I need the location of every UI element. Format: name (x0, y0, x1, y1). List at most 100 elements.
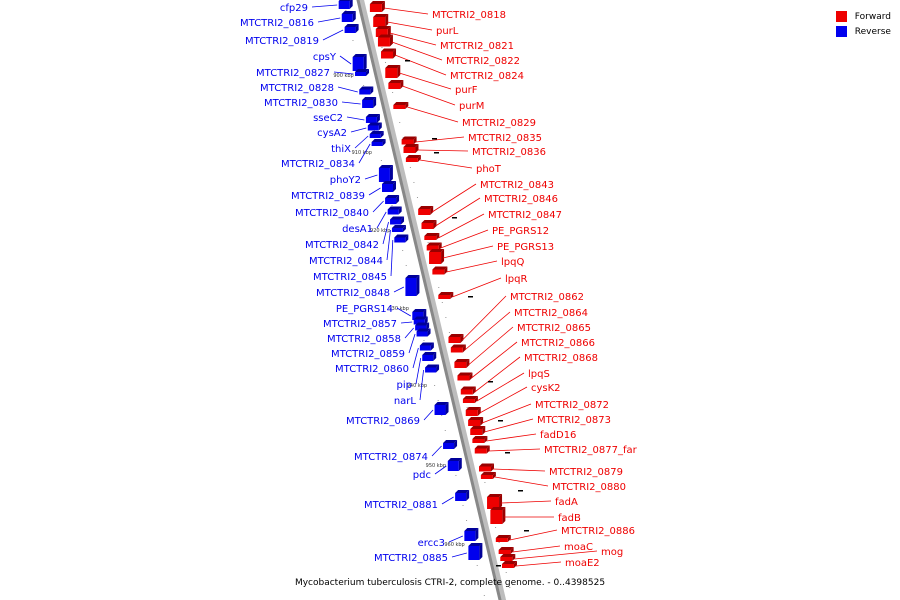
forward-gene-block (426, 242, 442, 251)
forward-gene-label: MTCTRI2_0846 (484, 194, 558, 205)
reverse-gene-block (425, 364, 440, 373)
forward-gene-label: MTCTRI2_0872 (535, 400, 609, 411)
reverse-gene-block (464, 528, 479, 541)
reverse-gene-label: MTCTRI2_0848 (316, 288, 390, 299)
reverse-gene-label: MTCTRI2_0827 (256, 68, 330, 79)
forward-gene-label: purF (455, 85, 478, 96)
reverse-gene-label: MTCTRI2_0885 (374, 553, 448, 564)
forward-gene-block (373, 14, 389, 27)
reverse-gene-block (455, 490, 470, 501)
forward-gene-block (460, 386, 476, 395)
forward-gene-label: MTCTRI2_0818 (432, 10, 506, 21)
forward-gene-label: MTCTRI2_0835 (468, 133, 542, 144)
reverse-gene-label: MTCTRI2_0859 (331, 349, 405, 360)
reverse-gene-label: phoY2 (330, 175, 361, 186)
reverse-swatch-icon (835, 26, 847, 37)
forward-gene-block (500, 554, 516, 561)
reverse-gene-block (362, 97, 377, 108)
reverse-gene-block (434, 402, 449, 415)
forward-gene-block (470, 426, 486, 435)
reverse-gene-label: narL (394, 396, 417, 407)
forward-gene-label: MTCTRI2_0864 (514, 308, 588, 319)
forward-gene-label: phoT (476, 164, 502, 175)
forward-gene-label: mog (601, 547, 623, 558)
forward-gene-label: fadB (558, 513, 581, 524)
reverse-gene-label: ercc3 (418, 538, 445, 549)
reverse-gene-block (419, 342, 434, 351)
forward-gene-block (480, 472, 496, 479)
reverse-gene-block (369, 131, 384, 138)
forward-gene-block (454, 359, 470, 368)
forward-gene-block (429, 249, 445, 264)
reverse-gene-label: MTCTRI2_0844 (309, 256, 383, 267)
forward-gene-block (369, 1, 385, 12)
forward-gene-label: MTCTRI2_0880 (552, 482, 626, 493)
reverse-gene-label: sseC2 (313, 113, 343, 124)
reverse-gene-label: pip (397, 380, 412, 391)
forward-gene-block (418, 206, 434, 215)
map-caption: Mycobacterium tuberculosis CTRI-2, compl… (294, 578, 606, 588)
forward-gene-label: lpqR (505, 274, 527, 285)
legend-reverse-label: Reverse (854, 26, 891, 37)
forward-gene-block (474, 445, 490, 454)
forward-gene-block (465, 407, 481, 416)
forward-gene-label: PE_PGRS12 (492, 226, 549, 237)
legend-forward-label: Forward (854, 11, 891, 22)
reverse-gene-label: MTCTRI2_0819 (245, 36, 319, 47)
reverse-gene-block (387, 206, 402, 215)
forward-gene-block (501, 561, 517, 568)
forward-gene-block (498, 547, 514, 554)
forward-gene-block (401, 136, 417, 145)
forward-gene-block (448, 334, 464, 343)
reverse-gene-label: cfp29 (280, 3, 308, 14)
reverse-gene-block (385, 195, 400, 204)
forward-gene-block (487, 494, 503, 509)
forward-gene-block (375, 26, 391, 37)
forward-gene-label: purM (459, 101, 484, 112)
forward-gene-block (468, 417, 484, 426)
forward-gene-label: moaC (564, 542, 593, 553)
reverse-gene-block (390, 216, 405, 225)
reverse-gene-label: cysA2 (317, 128, 347, 139)
forward-gene-block (457, 372, 473, 381)
reverse-gene-label: MTCTRI2_0842 (305, 240, 379, 251)
reverse-gene-label: pdc (413, 470, 431, 481)
forward-gene-label: MTCTRI2_0877_far (544, 445, 638, 456)
forward-gene-block (385, 65, 401, 78)
reverse-gene-block (355, 69, 370, 76)
forward-gene-label: fadA (555, 497, 578, 508)
reverse-gene-label: PE_PGRS14 (336, 304, 393, 315)
forward-gene-label: MTCTRI2_0822 (446, 56, 520, 67)
forward-gene-block (450, 344, 466, 353)
reverse-gene-block (378, 165, 393, 182)
forward-gene-label: MTCTRI2_0821 (440, 41, 514, 52)
forward-gene-block (472, 436, 488, 443)
forward-gene-label: MTCTRI2_0873 (537, 415, 611, 426)
kbp-marker: 950 kbp (426, 463, 446, 469)
reverse-gene-label: MTCTRI2_0860 (335, 364, 409, 375)
forward-gene-block (377, 34, 393, 47)
reverse-gene-block (422, 352, 437, 361)
forward-gene-label: lpqQ (501, 257, 524, 268)
legend: Forward Reverse (835, 9, 891, 39)
reverse-gene-label: MTCTRI2_0840 (295, 208, 369, 219)
reverse-gene-label: MTCTRI2_0816 (240, 18, 314, 29)
forward-gene-label: MTCTRI2_0824 (450, 71, 524, 82)
forward-gene-label: MTCTRI2_0865 (517, 323, 591, 334)
forward-gene-label: MTCTRI2_0879 (549, 467, 623, 478)
kbp-marker: 910 kbp (352, 150, 372, 156)
reverse-gene-label: MTCTRI2_0828 (260, 83, 334, 94)
forward-gene-block (490, 507, 506, 524)
forward-gene-block (478, 463, 494, 472)
legend-forward: Forward (835, 9, 891, 24)
forward-gene-block (381, 48, 397, 59)
reverse-gene-block (359, 86, 374, 95)
reverse-gene-block (391, 225, 406, 232)
reverse-gene-block (443, 440, 458, 449)
forward-gene-block (462, 396, 478, 403)
forward-gene-label: MTCTRI2_0843 (480, 180, 554, 191)
forward-gene-block (393, 102, 409, 109)
reverse-gene-label: MTCTRI2_0857 (323, 319, 397, 330)
forward-gene-block (432, 266, 448, 275)
